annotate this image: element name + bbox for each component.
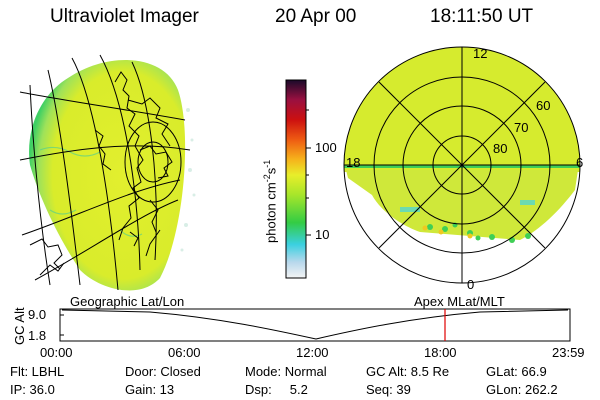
apex-label: Apex MLat/MLT bbox=[414, 294, 505, 309]
mlt-label-6: 6 bbox=[576, 155, 584, 170]
info-seq: Seq: 39 bbox=[366, 382, 411, 397]
lat-label-60: 60 bbox=[536, 98, 551, 113]
info-dsp: Dsp: 5.2 bbox=[245, 382, 308, 397]
alt-tick-low: 1.8 bbox=[28, 328, 47, 343]
altitude-axis-label: GC Alt bbox=[12, 307, 27, 345]
info-flt: Flt: LBHL bbox=[10, 364, 65, 379]
unit-text: photon cm bbox=[263, 182, 279, 243]
earth-image bbox=[19, 54, 196, 291]
geographic-label: Geographic Lat/Lon bbox=[70, 294, 185, 309]
info-mode: Mode: Normal bbox=[245, 364, 327, 379]
observation-date: 20 Apr 00 bbox=[275, 6, 357, 27]
info-gcalt: GC Alt: 8.5 Re bbox=[366, 364, 450, 379]
time-tick-0000: 00:00 bbox=[40, 345, 73, 360]
colorbar-tick-100: 100 bbox=[315, 140, 337, 155]
colorbar-tick-10: 10 bbox=[315, 227, 330, 242]
time-tick-1800: 18:00 bbox=[424, 345, 457, 360]
observation-time: 18:11:50 UT bbox=[430, 6, 534, 27]
unit-mid: s bbox=[263, 167, 279, 175]
info-door: Door: Closed bbox=[125, 364, 201, 379]
mlt-label-18: 18 bbox=[346, 155, 361, 170]
time-tick-0600: 06:00 bbox=[168, 345, 201, 360]
lat-label-80: 80 bbox=[493, 141, 508, 156]
info-glon: GLon: 262.2 bbox=[486, 382, 558, 397]
unit-exp2: -1 bbox=[262, 159, 272, 168]
altitude-plot bbox=[59, 308, 571, 342]
alt-tick-high: 9.0 bbox=[28, 307, 47, 322]
instrument-title: Ultraviolet Imager bbox=[50, 6, 199, 27]
polar-plot bbox=[343, 46, 581, 284]
info-gain: Gain: 13 bbox=[125, 382, 175, 397]
time-tick-1200: 12:00 bbox=[296, 345, 329, 360]
mlt-label-12: 12 bbox=[473, 46, 488, 61]
mlt-label-0: 0 bbox=[467, 277, 475, 292]
unit-exp1: -2 bbox=[262, 174, 272, 183]
lat-label-70: 70 bbox=[514, 120, 529, 135]
colorbar-unit-label: photon cm-2s-1 bbox=[262, 160, 278, 243]
info-glat: GLat: 66.9 bbox=[486, 364, 547, 379]
info-ip: IP: 36.0 bbox=[10, 382, 55, 397]
colorbar bbox=[285, 79, 311, 279]
time-tick-2359: 23:59 bbox=[552, 345, 585, 360]
